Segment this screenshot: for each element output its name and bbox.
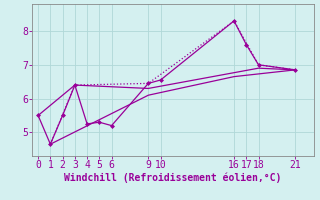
X-axis label: Windchill (Refroidissement éolien,°C): Windchill (Refroidissement éolien,°C)	[64, 173, 282, 183]
